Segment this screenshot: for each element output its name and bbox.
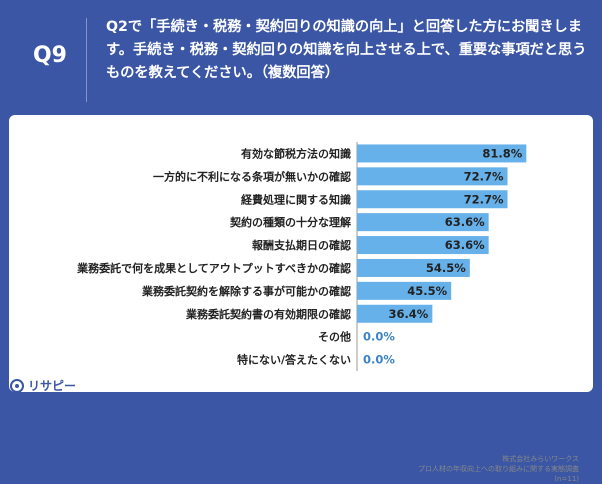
chart-card: 有効な節税方法の知識 81.8% 一方的に不利になる条項が無いかの確認 72.7% 経費… <box>9 115 593 483</box>
credit-survey: プロ人材の年収向上への取り組みに関する実態調査 <box>418 465 579 473</box>
logo-text: リサピー <box>28 379 77 393</box>
category-label: 経費処理に関する知識 <box>241 192 351 206</box>
category-label: 一方的に不利になる条項が無いかの確認 <box>153 169 351 183</box>
category-label: 特にない/答えたくない <box>237 353 351 367</box>
category-label: 報酬支払期日の確認 <box>252 238 351 252</box>
bar <box>357 167 508 186</box>
value-label: 63.6% <box>445 238 485 252</box>
category-label: 業務委託契約を解除する事が可能かの確認 <box>141 284 351 298</box>
category-label: 契約の種類の十分な理解 <box>229 215 351 229</box>
value-label: 36.4% <box>388 307 428 321</box>
bar <box>357 144 527 163</box>
brand-logo: リサピー <box>10 377 76 394</box>
value-label: 0.0% <box>363 330 395 344</box>
logo-icon <box>10 378 24 393</box>
category-label: 業務委託契約書の有効期限の確認 <box>185 307 351 321</box>
bar <box>357 236 489 255</box>
bar <box>357 304 433 323</box>
value-label: 63.6% <box>445 215 485 229</box>
question-number: Q9 <box>32 43 67 68</box>
value-label: 45.5% <box>407 284 447 298</box>
header-divider <box>86 18 87 102</box>
value-label: 72.7% <box>464 192 504 206</box>
survey-credit: 株式会社みらいワークス プロ人材の年収向上への取り組みに関する実態調査 (n=1… <box>418 454 579 484</box>
value-label: 81.8% <box>482 146 522 160</box>
bar <box>357 258 470 277</box>
question-text: Q2で「手続き・税務・契約回りの知識の向上」と回答した方にお聞きします。手続き・… <box>106 19 587 81</box>
bar <box>357 190 508 209</box>
credit-company: 株式会社みらいワークス <box>502 455 579 463</box>
category-label: 有効な節税方法の知識 <box>241 146 351 160</box>
bar <box>357 281 452 300</box>
value-label: 0.0% <box>363 353 395 367</box>
value-label: 72.7% <box>464 169 504 183</box>
bar-chart: 有効な節税方法の知識 81.8% 一方的に不利になる条項が無いかの確認 72.7% 経費… <box>76 142 527 371</box>
header: Q9 Q2で「手続き・税務・契約回りの知識の向上」と回答した方にお聞きします。手… <box>0 0 602 114</box>
bar <box>357 213 489 232</box>
value-label: 54.5% <box>426 261 466 275</box>
category-label: その他 <box>318 330 351 344</box>
credit-n: (n=11) <box>554 475 579 483</box>
category-label: 業務委託で何を成果としてアウトプットすべきかの確認 <box>76 261 351 275</box>
